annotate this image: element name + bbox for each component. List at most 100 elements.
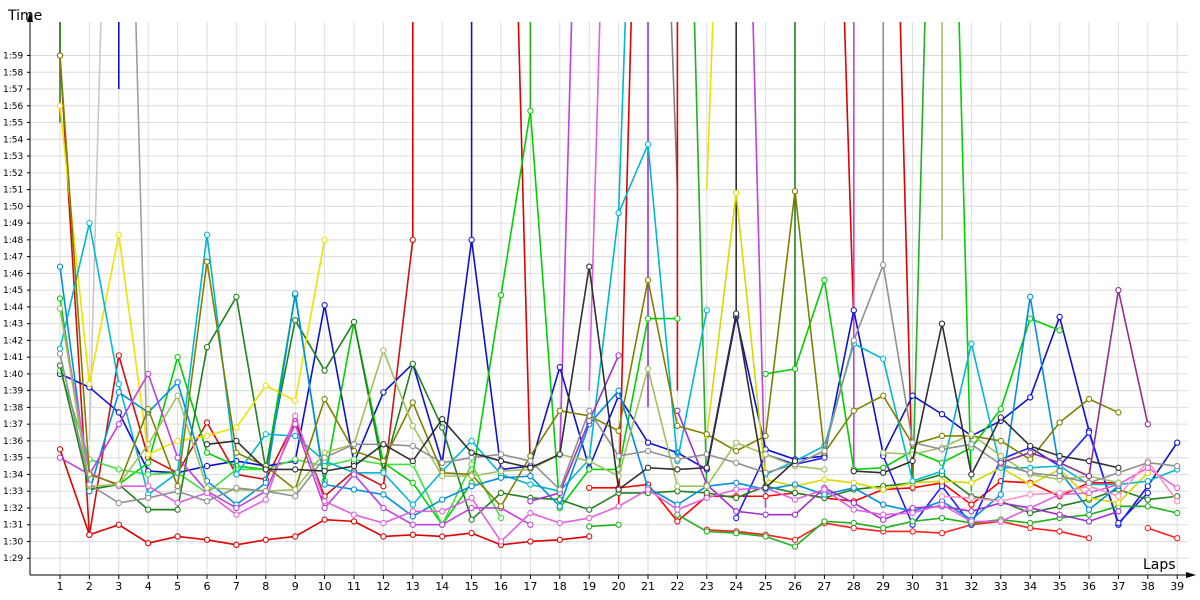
data-point	[439, 508, 446, 515]
data-point	[674, 407, 681, 414]
data-point	[556, 519, 563, 527]
data-point	[439, 472, 446, 480]
data-point	[56, 446, 64, 453]
data-point	[850, 506, 857, 513]
y-tick-label: 1:34	[3, 470, 23, 480]
data-point	[909, 518, 916, 525]
series-line	[530, 355, 620, 503]
series-spike-line	[670, 22, 679, 190]
data-point	[1085, 511, 1093, 518]
data-point	[880, 524, 887, 532]
data-point	[1085, 506, 1093, 513]
y-tick-label: 1:47	[3, 253, 23, 263]
data-point	[409, 531, 416, 538]
data-point	[380, 519, 387, 527]
data-point	[321, 498, 328, 505]
data-point	[292, 317, 299, 324]
data-point	[1056, 511, 1063, 518]
data-point	[86, 380, 93, 388]
data-point	[938, 514, 946, 522]
data-point	[350, 456, 358, 463]
data-point	[556, 451, 563, 458]
data-point	[409, 236, 416, 243]
data-point	[233, 424, 240, 431]
data-point	[145, 540, 152, 547]
data-point	[56, 295, 64, 302]
data-point	[145, 471, 152, 478]
x-tick-label: 9	[292, 580, 299, 593]
series-group	[938, 457, 1181, 505]
y-tick-label: 1:33	[3, 487, 23, 497]
data-point	[409, 422, 416, 430]
data-point	[674, 466, 681, 473]
data-point	[203, 462, 211, 470]
data-point	[644, 464, 652, 471]
data-point	[791, 489, 799, 497]
data-point	[1115, 469, 1122, 476]
data-point	[1115, 519, 1122, 527]
data-point	[203, 449, 211, 456]
data-point	[703, 489, 710, 497]
data-point	[409, 513, 416, 520]
data-point	[292, 493, 299, 500]
data-point	[850, 307, 857, 314]
data-point	[703, 307, 710, 314]
data-point	[145, 405, 152, 413]
data-point	[1027, 504, 1034, 512]
data-point	[174, 392, 181, 399]
data-point	[115, 521, 122, 528]
data-point	[644, 365, 652, 373]
data-point	[821, 486, 828, 493]
data-point	[968, 479, 975, 486]
data-point	[409, 521, 416, 528]
x-tick-label: 15	[465, 580, 479, 593]
data-point	[1085, 429, 1093, 436]
data-point	[1115, 479, 1122, 486]
data-point	[233, 504, 240, 512]
x-tick-label: 38	[1141, 580, 1155, 593]
data-point	[1144, 421, 1151, 428]
data-point	[909, 509, 916, 517]
data-point	[56, 263, 64, 270]
y-tick-label: 1:53	[3, 152, 23, 162]
y-axis-title: Time	[7, 8, 42, 24]
data-point	[350, 486, 358, 493]
data-point	[233, 293, 240, 300]
data-point	[880, 392, 887, 399]
data-point	[468, 461, 475, 468]
series-spike-line	[899, 22, 914, 492]
data-point	[674, 488, 681, 495]
data-point	[203, 258, 211, 265]
data-point	[233, 541, 240, 548]
data-point	[880, 261, 887, 269]
data-point	[909, 439, 916, 446]
data-point	[292, 432, 299, 440]
x-tick-label: 31	[935, 580, 949, 593]
data-point	[1115, 499, 1122, 507]
x-tick-label: 26	[788, 580, 802, 593]
series-line	[1000, 289, 1149, 477]
x-tick-label: 32	[964, 580, 978, 593]
data-point	[997, 459, 1004, 466]
data-point	[1056, 419, 1063, 426]
data-point	[850, 524, 857, 532]
data-point	[615, 352, 622, 359]
data-point	[880, 469, 887, 476]
data-point	[821, 518, 828, 525]
data-point	[145, 506, 152, 513]
data-point	[938, 432, 946, 440]
x-tick-label: 10	[318, 580, 332, 593]
data-point	[674, 511, 681, 518]
data-point	[409, 501, 416, 508]
data-point	[1174, 534, 1181, 542]
data-point	[1085, 489, 1093, 497]
x-tick-label: 25	[759, 580, 773, 593]
series-line	[59, 110, 678, 526]
data-point	[556, 503, 563, 510]
data-point	[527, 464, 534, 471]
x-tick-label: 3	[115, 580, 122, 593]
data-point	[292, 533, 299, 540]
data-point	[1144, 503, 1151, 510]
data-point	[527, 472, 534, 480]
data-point	[145, 451, 152, 458]
